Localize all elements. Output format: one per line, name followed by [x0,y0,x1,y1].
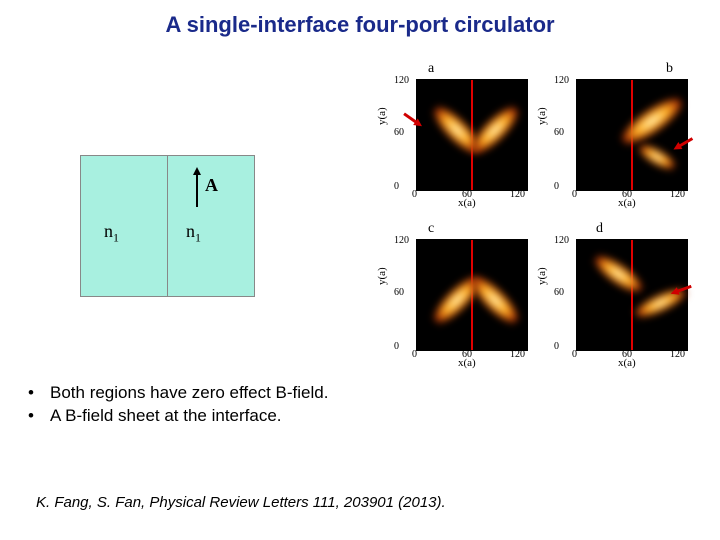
panel-d-letter: d [596,221,603,237]
vector-label: A [205,175,218,196]
ytick: 60 [554,127,564,138]
beam-glow [591,251,646,297]
region-left [80,155,168,297]
ytick: 60 [394,287,404,298]
panel-a-letter: a [428,61,434,77]
ytick: 60 [394,127,404,138]
xtick: 60 [622,189,632,200]
panel-b-letter: b [666,61,673,77]
ytick: 0 [554,181,559,192]
ytick: 120 [554,235,569,246]
xtick: 120 [670,349,685,360]
xtick: 120 [510,349,525,360]
bullet-item: •A B-field sheet at the interface. [28,405,328,428]
n1-left-label: n1 [104,221,119,246]
panel-d-ylabel: y(a) [536,267,548,285]
schematic-diagram: A n1 n1 [80,155,255,295]
xtick: 120 [510,189,525,200]
bullet-list: •Both regions have zero effect B-field. … [28,382,328,428]
xtick: 120 [670,189,685,200]
panel-a: a y(a) x(a) 120600060120 [380,65,530,215]
ytick: 60 [554,287,564,298]
ytick: 120 [554,75,569,86]
xtick: 0 [412,349,417,360]
panel-a-ylabel: y(a) [376,107,388,125]
panel-c: c y(a) x(a) 120600060120 [380,225,530,375]
ytick: 0 [394,181,399,192]
panel-b-ylabel: y(a) [536,107,548,125]
ytick: 0 [554,341,559,352]
bullet-text: Both regions have zero effect B-field. [50,382,328,405]
citation-text: K. Fang, S. Fan, Physical Review Letters… [36,494,446,511]
xtick: 0 [412,189,417,200]
xtick: 60 [462,349,472,360]
n1-right-label: n1 [186,221,201,246]
slide-title: A single-interface four-port circulator [0,12,720,38]
xtick: 60 [622,349,632,360]
ytick: 120 [394,75,409,86]
ytick: 120 [394,235,409,246]
bullet-item: •Both regions have zero effect B-field. [28,382,328,405]
panel-b: b y(a) x(a) 120600060120 [540,65,690,215]
xtick: 60 [462,189,472,200]
panel-c-ylabel: y(a) [376,267,388,285]
xtick: 0 [572,349,577,360]
panel-c-letter: c [428,221,434,237]
panel-c-plot [416,239,528,351]
ytick: 0 [394,341,399,352]
simulation-panels: a y(a) x(a) 120600060120 b y(a) x(a) 120… [380,65,690,375]
panel-b-plot [576,79,688,191]
bullet-text: A B-field sheet at the interface. [50,405,282,428]
panel-d: d y(a) x(a) 120600060120 [540,225,690,375]
beam-glow [467,102,524,159]
xtick: 0 [572,189,577,200]
vector-arrow-icon [192,167,202,207]
beam-glow [467,272,524,329]
panel-a-plot [416,79,528,191]
interface-line-icon [631,240,633,350]
